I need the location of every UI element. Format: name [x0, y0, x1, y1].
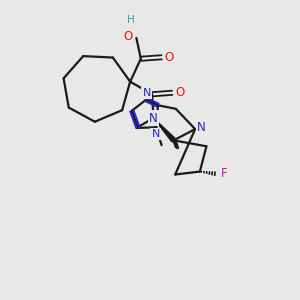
- Text: N: N: [197, 121, 206, 134]
- Text: N: N: [142, 88, 151, 98]
- Text: O: O: [164, 51, 174, 64]
- Polygon shape: [154, 118, 175, 142]
- Text: N: N: [152, 129, 160, 139]
- Text: F: F: [221, 167, 227, 180]
- Text: O: O: [175, 86, 184, 99]
- Text: O: O: [123, 30, 133, 43]
- Text: H: H: [127, 14, 135, 25]
- Text: N: N: [149, 112, 158, 124]
